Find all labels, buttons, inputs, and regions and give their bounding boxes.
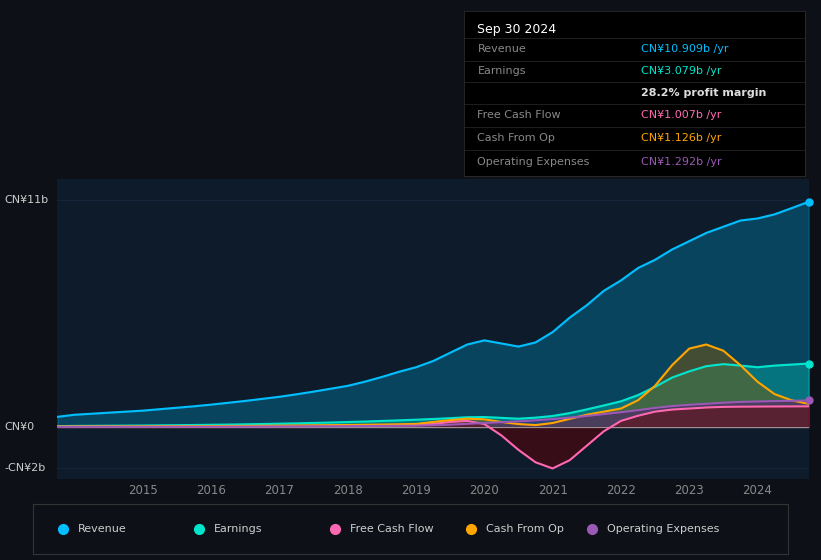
Text: CN¥0: CN¥0 bbox=[4, 422, 34, 432]
Text: CN¥3.079b /yr: CN¥3.079b /yr bbox=[641, 67, 722, 77]
Text: Operating Expenses: Operating Expenses bbox=[607, 524, 719, 534]
Text: Free Cash Flow: Free Cash Flow bbox=[478, 110, 561, 120]
Text: Free Cash Flow: Free Cash Flow bbox=[350, 524, 433, 534]
Text: Operating Expenses: Operating Expenses bbox=[478, 157, 589, 166]
Text: 28.2% profit margin: 28.2% profit margin bbox=[641, 88, 767, 98]
Text: Revenue: Revenue bbox=[78, 524, 127, 534]
Text: Earnings: Earnings bbox=[478, 67, 526, 77]
Text: CN¥1.292b /yr: CN¥1.292b /yr bbox=[641, 157, 722, 166]
Text: CN¥1.007b /yr: CN¥1.007b /yr bbox=[641, 110, 722, 120]
Text: Cash From Op: Cash From Op bbox=[478, 133, 555, 143]
Text: Earnings: Earnings bbox=[214, 524, 263, 534]
Text: Revenue: Revenue bbox=[478, 44, 526, 54]
Text: -CN¥2b: -CN¥2b bbox=[4, 464, 45, 473]
Text: CN¥11b: CN¥11b bbox=[4, 195, 48, 205]
Text: Sep 30 2024: Sep 30 2024 bbox=[478, 23, 557, 36]
Text: Cash From Op: Cash From Op bbox=[486, 524, 564, 534]
Text: CN¥1.126b /yr: CN¥1.126b /yr bbox=[641, 133, 722, 143]
Text: CN¥10.909b /yr: CN¥10.909b /yr bbox=[641, 44, 728, 54]
